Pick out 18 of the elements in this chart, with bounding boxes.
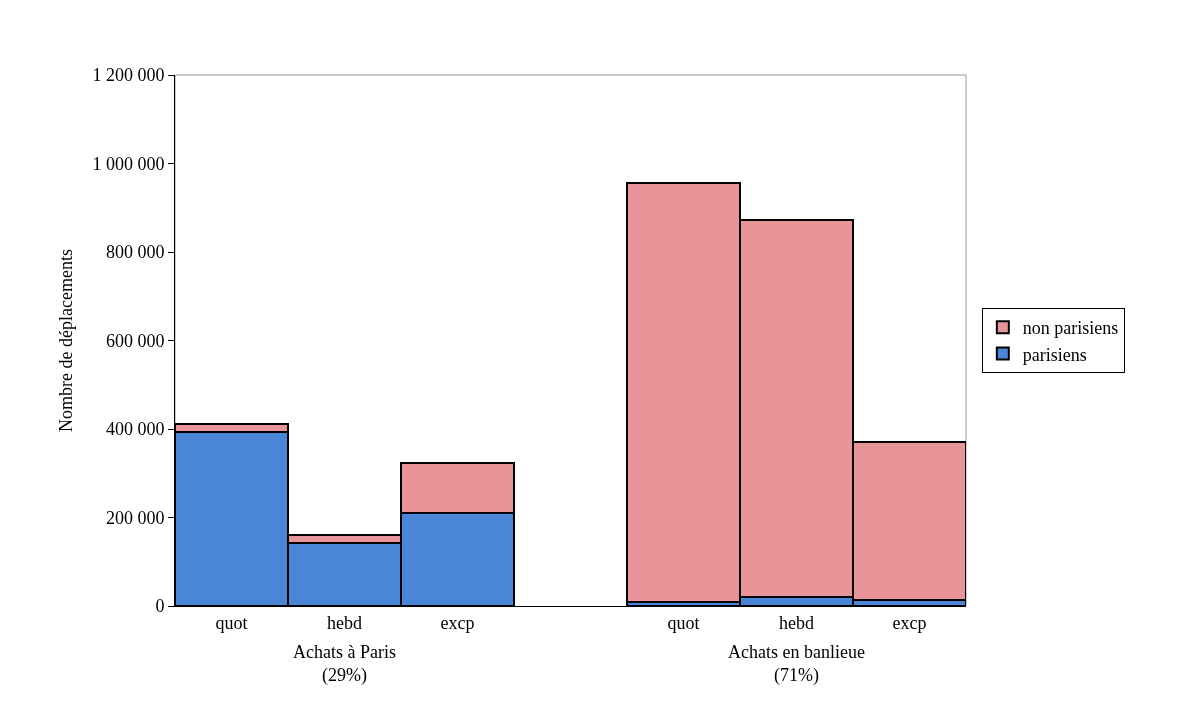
x-tick-label: hebd xyxy=(327,612,362,633)
legend-label: parisiens xyxy=(1022,344,1087,365)
y-tick-label: 1 000 000 xyxy=(92,153,165,174)
legend-label: non parisiens xyxy=(1022,318,1119,339)
y-tick-label: 600 000 xyxy=(105,330,165,351)
y-tick-label: 800 000 xyxy=(105,242,165,263)
y-tick-label: 0 xyxy=(155,596,165,617)
y-tick-label: 1 200 000 xyxy=(92,65,165,86)
y-axis-title: Nombre de déplacements xyxy=(55,249,76,432)
text: Achats en banlieue (71%) xyxy=(728,642,865,687)
x-tick-label: excp xyxy=(440,612,475,633)
x-tick-label: hebd xyxy=(779,612,814,633)
y-tick-label: 200 000 xyxy=(105,507,165,528)
x-tick-label: quot xyxy=(667,612,700,633)
y-tick-label: 400 000 xyxy=(105,419,165,440)
text: Achats à Paris (29%) xyxy=(293,642,396,687)
x-tick-label: excp xyxy=(892,612,927,633)
x-tick-label: quot xyxy=(215,612,248,633)
